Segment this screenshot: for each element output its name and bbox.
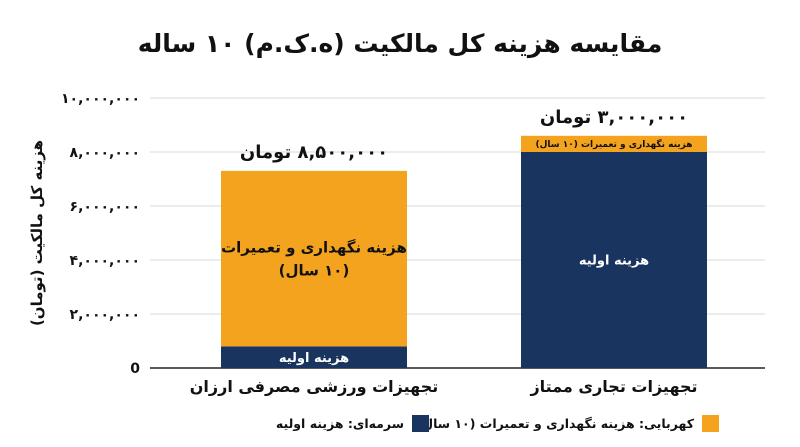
chart-title: مقایسه هزینه کل مالکیت (ه.ک.م) ۱۰ ساله (138, 29, 663, 59)
y-tick-label: 0 (130, 361, 140, 377)
x-category-label: تجهیزات تجاری ممتاز (529, 377, 697, 396)
bar-total-label: ۳,۰۰۰,۰۰۰ تومان (540, 107, 688, 128)
bar-segment-maintenance (521, 135, 707, 152)
legend-label: کهربایی: هزینه نگهداری و تعمیرات (۱۰ سال… (417, 416, 695, 431)
bar-segment-label: هزینه نگهداری و تعمیرات (221, 239, 407, 257)
y-tick-label: ۴,۰۰۰,۰۰۰ (70, 253, 140, 269)
y-tick-label: ۶,۰۰۰,۰۰۰ (70, 199, 140, 215)
bar-segment-maintenance (221, 170, 407, 347)
bar-segment-initial (521, 152, 707, 368)
y-tick-label: ۲,۰۰۰,۰۰۰ (70, 307, 140, 323)
legend-label: سرمه‌ای: هزینه اولیه (276, 416, 404, 431)
bar-segment-initial (221, 346, 407, 368)
bar-segment-label: هزینه نگهداری و تعمیرات (۱۰ سال) (535, 138, 692, 150)
legend-swatch-initial (412, 415, 429, 432)
y-axis-title: هزینه کل مالکیت (تومان) (28, 140, 46, 326)
bar-segment-label: هزینه اولیه (579, 254, 649, 269)
y-tick-label: ۸,۰۰۰,۰۰۰ (70, 145, 140, 161)
bar-segment-label: هزینه اولیه (279, 351, 349, 366)
bar-total-label: ۸,۵۰۰,۰۰۰ تومان (240, 142, 388, 163)
y-tick-label: ۱۰,۰۰۰,۰۰۰ (61, 91, 140, 107)
legend-swatch-maintenance (702, 415, 719, 432)
bar-segment-label: (۱۰ سال) (279, 262, 350, 280)
x-category-label: تجهیزات ورزشی مصرفی ارزان (190, 377, 438, 396)
